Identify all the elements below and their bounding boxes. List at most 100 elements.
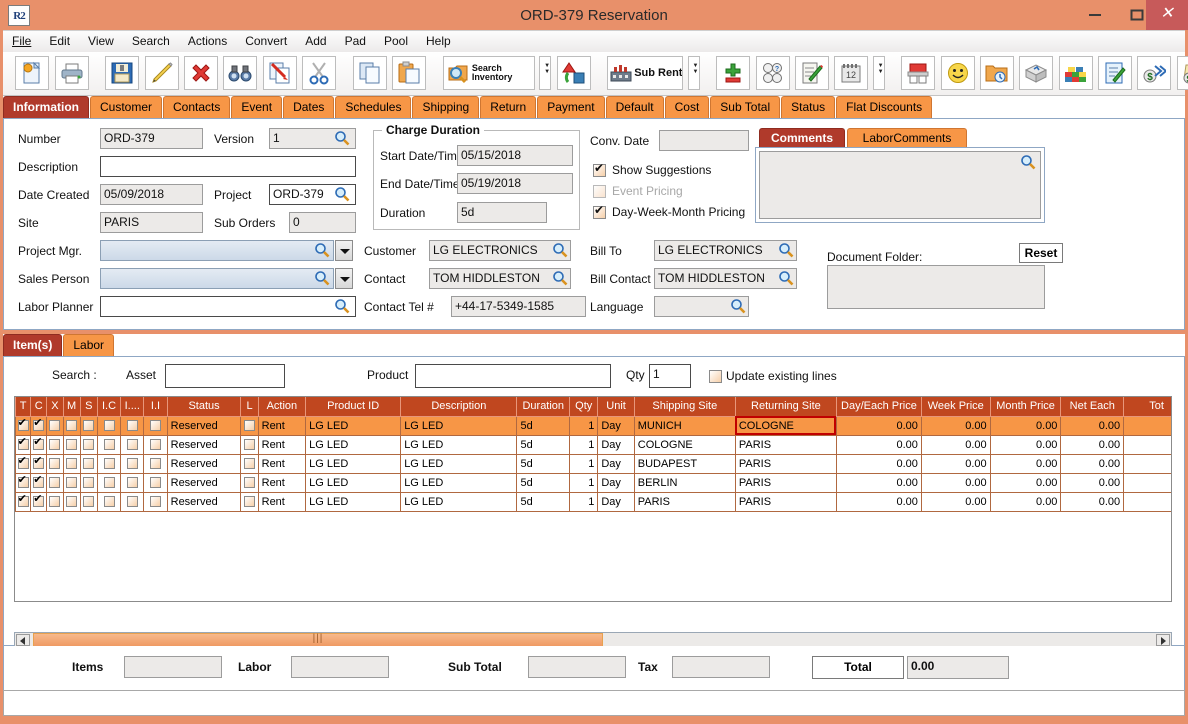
cell-qty[interactable]: 1 [569, 434, 599, 455]
site-field[interactable]: PARIS [100, 212, 203, 233]
row-checkbox-c[interactable] [33, 474, 45, 489]
cell-returning-site[interactable]: COLOGNE [734, 415, 837, 436]
sub-rent-icon[interactable]: Sub Rent [607, 56, 684, 90]
cell-t[interactable] [15, 491, 32, 512]
row-checkbox-l[interactable] [244, 477, 256, 489]
cell-week-price[interactable]: 0.00 [920, 472, 991, 493]
cell-total[interactable] [1123, 434, 1171, 455]
comments-tab[interactable]: Comments [759, 128, 845, 148]
cell-ii[interactable] [143, 434, 168, 455]
table-row[interactable]: Reserved Rent LG LED LG LED 5d 1 Day PAR… [15, 491, 1171, 512]
cell-shipping-site[interactable]: COLOGNE [633, 434, 736, 455]
sign-document-icon[interactable] [262, 56, 297, 90]
cell-qty[interactable]: 1 [569, 415, 599, 436]
cell-i4[interactable] [120, 491, 145, 512]
cell-returning-site[interactable]: PARIS [734, 472, 837, 493]
tab-dates[interactable]: Dates [283, 96, 335, 118]
cell-day-price[interactable]: 0.00 [835, 453, 922, 474]
cell-s[interactable] [79, 472, 98, 493]
cell-action[interactable]: Rent [257, 434, 307, 455]
language-search-icon[interactable] [730, 298, 746, 314]
cell-status[interactable]: Reserved [166, 491, 242, 512]
cell-i4[interactable] [120, 453, 145, 474]
end-date-field[interactable]: 05/19/2018 [457, 173, 573, 194]
qty-input[interactable]: 1 [649, 364, 691, 388]
edit-pencil-icon[interactable] [144, 56, 179, 90]
col-day-each-price[interactable]: Day/Each Price [835, 397, 922, 417]
conv-date-field[interactable] [659, 130, 749, 151]
box-icon[interactable] [1019, 56, 1054, 90]
menu-add[interactable]: Add [305, 34, 327, 48]
row-checkbox-l[interactable] [244, 439, 256, 451]
sub-orders-field[interactable]: 0 [289, 212, 356, 233]
cell-c[interactable] [30, 491, 48, 512]
col-i4[interactable]: I.... [120, 397, 145, 417]
cell-net-each[interactable]: 0.00 [1060, 415, 1125, 436]
cell-action[interactable]: Rent [257, 472, 307, 493]
cell-week-price[interactable]: 0.00 [920, 415, 991, 436]
row-checkbox-s[interactable] [83, 477, 95, 489]
sales-person-dropdown[interactable] [335, 268, 353, 289]
cell-unit[interactable]: Day [597, 472, 635, 493]
cell-duration[interactable]: 5d [516, 472, 571, 493]
customer-search-icon[interactable] [552, 242, 568, 258]
cell-x[interactable] [46, 453, 64, 474]
delete-icon[interactable] [184, 56, 219, 90]
sales-person-field[interactable] [100, 268, 334, 289]
row-checkbox-i4[interactable] [126, 477, 138, 489]
cell-total[interactable] [1123, 491, 1171, 512]
cell-qty[interactable]: 1 [569, 453, 599, 474]
row-checkbox-s[interactable] [83, 496, 95, 508]
cell-shipping-site[interactable]: PARIS [633, 491, 736, 512]
search-inventory-icon[interactable]: Search Inventory [442, 56, 535, 90]
row-checkbox-x[interactable] [49, 458, 61, 470]
row-checkbox-ic[interactable] [103, 458, 115, 470]
menu-pad[interactable]: Pad [344, 34, 366, 48]
row-checkbox-m[interactable] [66, 439, 78, 451]
event-pricing-checkbox[interactable] [593, 185, 606, 198]
table-row[interactable]: Reserved Rent LG LED LG LED 5d 1 Day MUN… [15, 415, 1171, 436]
row-checkbox-x[interactable] [49, 496, 61, 508]
menu-convert[interactable]: Convert [245, 34, 288, 48]
cell-duration[interactable]: 5d [516, 491, 571, 512]
cell-total[interactable] [1123, 415, 1171, 436]
cell-net-each[interactable]: 0.00 [1060, 491, 1125, 512]
tab-shipping[interactable]: Shipping [412, 96, 480, 118]
row-checkbox-l[interactable] [244, 420, 256, 432]
row-checkbox-l[interactable] [244, 496, 256, 508]
cell-l[interactable] [240, 434, 259, 455]
row-checkbox-i4[interactable] [126, 439, 138, 451]
cell-s[interactable] [79, 491, 98, 512]
row-checkbox-ii[interactable] [150, 458, 161, 470]
contact-tel-field[interactable]: +44-17-5349-1585 [451, 296, 586, 317]
project-search-icon[interactable] [334, 186, 350, 202]
cell-duration[interactable]: 5d [516, 434, 571, 455]
row-checkbox-i4[interactable] [126, 420, 138, 432]
row-checkbox-i4[interactable] [126, 458, 138, 470]
tab-customer[interactable]: Customer [90, 96, 163, 118]
cell-ic[interactable] [96, 472, 122, 493]
maximize-button[interactable] [1116, 0, 1158, 30]
row-checkbox-ii[interactable] [150, 477, 161, 489]
labor-comments-tab[interactable]: LaborComments [847, 128, 967, 148]
tab-labor[interactable]: Labor [63, 334, 115, 356]
row-checkbox-ii[interactable] [150, 420, 161, 432]
items-grid[interactable]: T C X M S I.C I.... I.I Status L Action … [14, 396, 1172, 602]
tab-status[interactable]: Status [781, 96, 836, 118]
calendar-icon[interactable]: 12 [834, 56, 869, 90]
row-checkbox-i4[interactable] [126, 496, 138, 508]
cell-c[interactable] [30, 434, 48, 455]
col-ic[interactable]: I.C [96, 397, 122, 417]
col-x[interactable]: X [46, 397, 64, 417]
cell-net-each[interactable]: 0.00 [1060, 472, 1125, 493]
col-unit[interactable]: Unit [597, 397, 635, 417]
tab-schedules[interactable]: Schedules [335, 96, 412, 118]
find-binoculars-icon[interactable] [223, 56, 258, 90]
table-row[interactable]: Reserved Rent LG LED LG LED 5d 1 Day BER… [15, 472, 1171, 493]
cell-description[interactable]: LG LED [400, 472, 518, 493]
tab-items[interactable]: Item(s) [3, 334, 63, 356]
row-checkbox-l[interactable] [244, 458, 256, 470]
cell-action[interactable]: Rent [257, 453, 307, 474]
scroll-thumb[interactable] [33, 633, 603, 647]
folder-history-icon[interactable] [979, 56, 1014, 90]
